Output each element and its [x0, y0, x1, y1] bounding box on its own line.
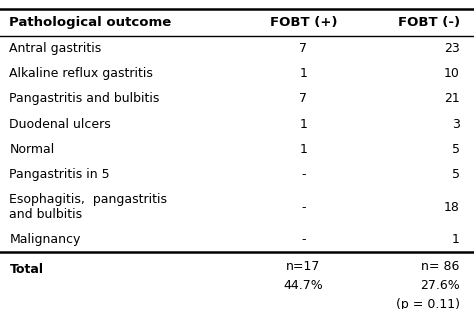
Text: 27.6%: 27.6%: [420, 279, 460, 292]
Text: 18: 18: [444, 201, 460, 214]
Text: Pathological outcome: Pathological outcome: [9, 16, 172, 29]
Text: 5: 5: [452, 168, 460, 181]
Text: -: -: [301, 233, 306, 246]
Text: 3: 3: [452, 118, 460, 131]
Text: 1: 1: [300, 143, 307, 156]
Text: 21: 21: [444, 92, 460, 105]
Text: Pangastritis in 5: Pangastritis in 5: [9, 168, 110, 181]
Text: 7: 7: [300, 92, 307, 105]
Text: Normal: Normal: [9, 143, 55, 156]
Text: Total: Total: [9, 263, 44, 276]
Text: 1: 1: [300, 118, 307, 131]
Text: 10: 10: [444, 67, 460, 80]
Text: (p = 0.11): (p = 0.11): [396, 298, 460, 309]
Text: Alkaline reflux gastritis: Alkaline reflux gastritis: [9, 67, 154, 80]
Text: Antral gastritis: Antral gastritis: [9, 42, 102, 55]
Text: n=17: n=17: [286, 260, 320, 273]
Text: Pangastritis and bulbitis: Pangastritis and bulbitis: [9, 92, 160, 105]
Text: Malignancy: Malignancy: [9, 233, 81, 246]
Text: FOBT (+): FOBT (+): [270, 16, 337, 29]
Text: 23: 23: [444, 42, 460, 55]
Text: 1: 1: [300, 67, 307, 80]
Text: 1: 1: [452, 233, 460, 246]
Text: -: -: [301, 201, 306, 214]
Text: n= 86: n= 86: [421, 260, 460, 273]
Text: FOBT (-): FOBT (-): [398, 16, 460, 29]
Text: 44.7%: 44.7%: [283, 279, 323, 292]
Text: 5: 5: [452, 143, 460, 156]
Text: Esophagitis,  pangastritis
and bulbitis: Esophagitis, pangastritis and bulbitis: [9, 193, 167, 221]
Text: -: -: [301, 168, 306, 181]
Text: 7: 7: [300, 42, 307, 55]
Text: Duodenal ulcers: Duodenal ulcers: [9, 118, 111, 131]
